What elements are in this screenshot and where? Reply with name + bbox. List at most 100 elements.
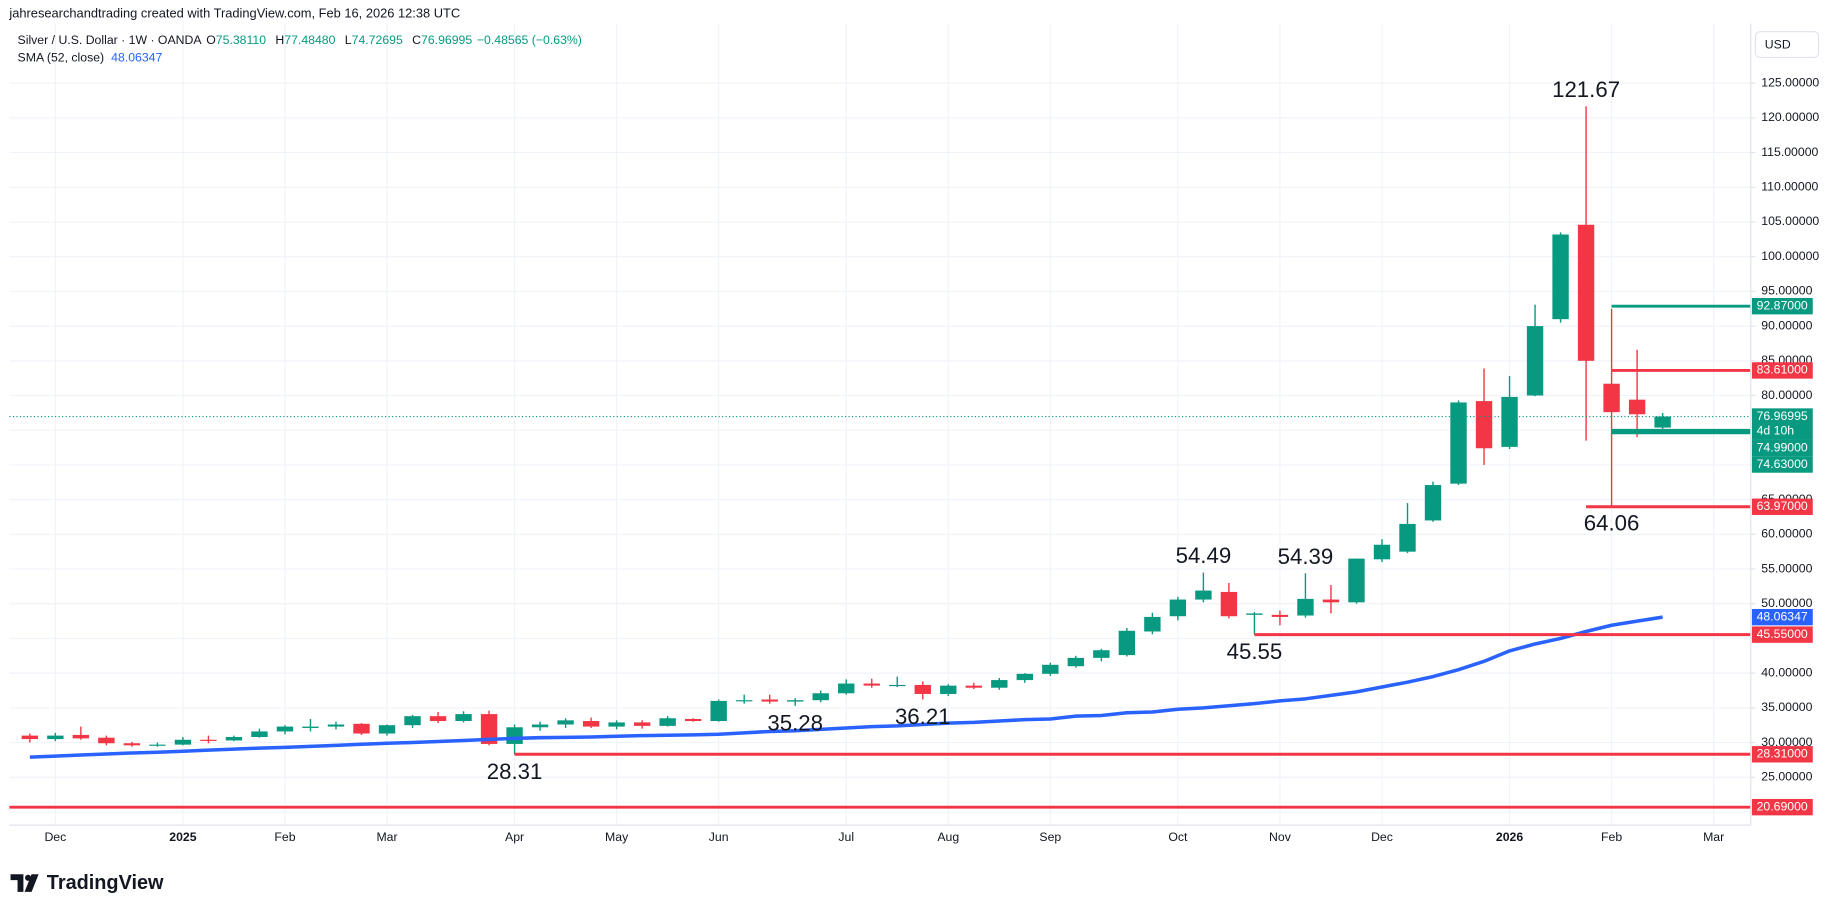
candle-body [1552,234,1569,320]
y-tick-label: 40.00000 [1761,665,1812,679]
candle-body [251,731,268,737]
sma-line [29,615,1663,759]
price-annotation: 45.55 [1227,639,1283,664]
level-label: 45.55000 [1757,627,1808,641]
candle-body [1297,598,1314,616]
level-box [1751,746,1813,763]
y-tick-label: 60.00000 [1761,527,1812,541]
level-label: 74.63000 [1757,457,1808,471]
candle-body [1271,614,1289,617]
candle-body [98,737,115,744]
x-tick-label: Feb [274,830,295,844]
candle-body [1067,657,1085,667]
y-tick-label: 90.00000 [1761,318,1812,332]
x-tick-label: Nov [1269,830,1292,844]
indicator-legend: SMA (52, close) 48.06347 [18,51,163,65]
y-tick-label: 100.00000 [1761,249,1819,263]
candle-body [1322,599,1340,603]
level-box [1751,626,1813,643]
price-annotation: 35.28 [767,710,823,735]
price-annotation: 54.39 [1278,544,1334,569]
x-tick-label: Mar [376,830,397,844]
level-box [1751,297,1813,315]
candle-body [1450,402,1467,484]
x-tick-label: 2025 [169,830,196,844]
level-box [1751,362,1813,379]
x-tick-label: Jul [838,830,854,844]
x-tick-label: Apr [505,830,524,844]
candle-body [1399,523,1416,552]
candle-body [353,723,370,734]
candle-body [455,714,472,722]
candle-body [1526,326,1544,396]
level-box [1751,798,1813,816]
candle-body [863,683,880,686]
x-tick-label: Oct [1168,830,1188,844]
candle-body [991,680,1008,688]
chart-title: jahresearchandtrading created with Tradi… [8,6,460,21]
candle-body [965,685,982,688]
candle-body [1016,673,1034,681]
legend-change: −0.48565 (−0.63%) [477,33,582,47]
legend-value: 74.72695 [352,33,403,47]
last-price-label: 76.96995 [1757,409,1808,423]
candle-body [1246,613,1263,615]
countdown-label: 4d 10h [1757,423,1795,437]
level-label: 20.69000 [1757,799,1808,813]
logo-mark [10,874,24,892]
y-tick-label: 110.00000 [1761,180,1818,194]
candle-body [225,736,243,741]
level-label: 28.31000 [1757,747,1808,761]
candle-body [1628,399,1646,415]
candle-body [684,718,702,722]
candle-body [327,724,345,727]
candle-body [1577,224,1595,361]
candle-body [1424,485,1442,521]
currency-button[interactable] [1754,31,1820,59]
legend-key: C [412,33,421,47]
y-tick-label: 120.00000 [1761,110,1819,124]
candle-body [838,683,855,694]
price-annotation: 36.21 [895,704,951,729]
legend-value: 75.38110 [216,33,266,47]
candle-body [276,726,294,732]
x-tick-label: Mar [1703,830,1724,844]
y-tick-label: 125.00000 [1761,75,1819,89]
legend-key: H [275,33,284,47]
brand-name: TradingView [47,872,164,894]
y-tick-label: 50.00000 [1761,596,1812,610]
candle-body [1220,591,1238,617]
y-tick-label: 115.00000 [1761,145,1818,159]
x-tick-label: Feb [1601,830,1622,844]
candle-body [1475,401,1493,449]
candle-body [1042,664,1059,674]
candle-body [200,739,217,741]
legend-value: 77.48480 [284,33,335,47]
legend-key: O [206,33,216,47]
legend-symbol: Silver / U.S. Dollar · 1W · OANDA [18,33,203,47]
price-annotation: 28.31 [487,759,543,784]
level-label: 92.87000 [1757,298,1808,312]
y-tick-label: 25.00000 [1761,769,1812,783]
candle-body [21,735,39,740]
candle-body [429,716,447,722]
candle-body [531,724,549,728]
level-box [1751,456,1813,473]
candle-body [940,685,957,694]
last-price-box [1751,408,1813,440]
x-tick-label: Sep [1039,830,1061,844]
candle-body [1118,630,1136,656]
candle-body [812,693,829,701]
level-label: 83.61000 [1757,363,1808,377]
price-annotation: 54.49 [1176,543,1232,568]
indicator-axis-label: 48.06347 [1757,609,1808,623]
x-tick-label: 2026 [1496,830,1523,844]
level-box [1751,439,1813,457]
price-annotation: 121.67 [1552,77,1620,102]
y-tick-label: 30.00000 [1761,735,1812,749]
candle-body [710,700,727,722]
candle-body [1144,616,1161,632]
candle-body [149,744,166,746]
